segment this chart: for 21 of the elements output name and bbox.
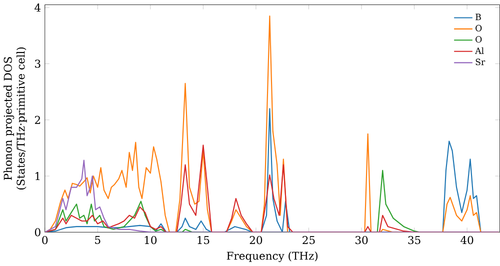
x-tick-label: 10 xyxy=(144,236,157,244)
x-tick-label: 30 xyxy=(356,236,368,244)
x-tick-label: 20 xyxy=(250,236,262,244)
x-axis-title: Frequency (THz) xyxy=(226,252,318,262)
legend-label: Sr xyxy=(476,58,486,66)
legend-label: B xyxy=(476,14,481,20)
legend-label: O xyxy=(476,25,482,32)
legend-label: Al xyxy=(475,48,484,54)
y-tick-label: 4 xyxy=(34,4,41,12)
y-tick-label: 2 xyxy=(34,116,40,124)
y-tick-label: 0 xyxy=(34,228,40,236)
legend-label: O xyxy=(476,36,482,43)
x-tick-label: 40 xyxy=(460,236,474,244)
x-tick-label: 35 xyxy=(408,236,420,244)
x-tick-label: 15 xyxy=(198,236,210,244)
y-tick-label: 1 xyxy=(36,172,40,180)
x-tick-label: 25 xyxy=(302,236,315,244)
x-tick-label: 5 xyxy=(95,236,100,244)
x-tick-label: 0 xyxy=(42,236,48,244)
y-tick-label: 3 xyxy=(35,60,40,68)
y-axis-title: Phonon projected DOS (States/THz·primitive cell) xyxy=(4,48,27,190)
